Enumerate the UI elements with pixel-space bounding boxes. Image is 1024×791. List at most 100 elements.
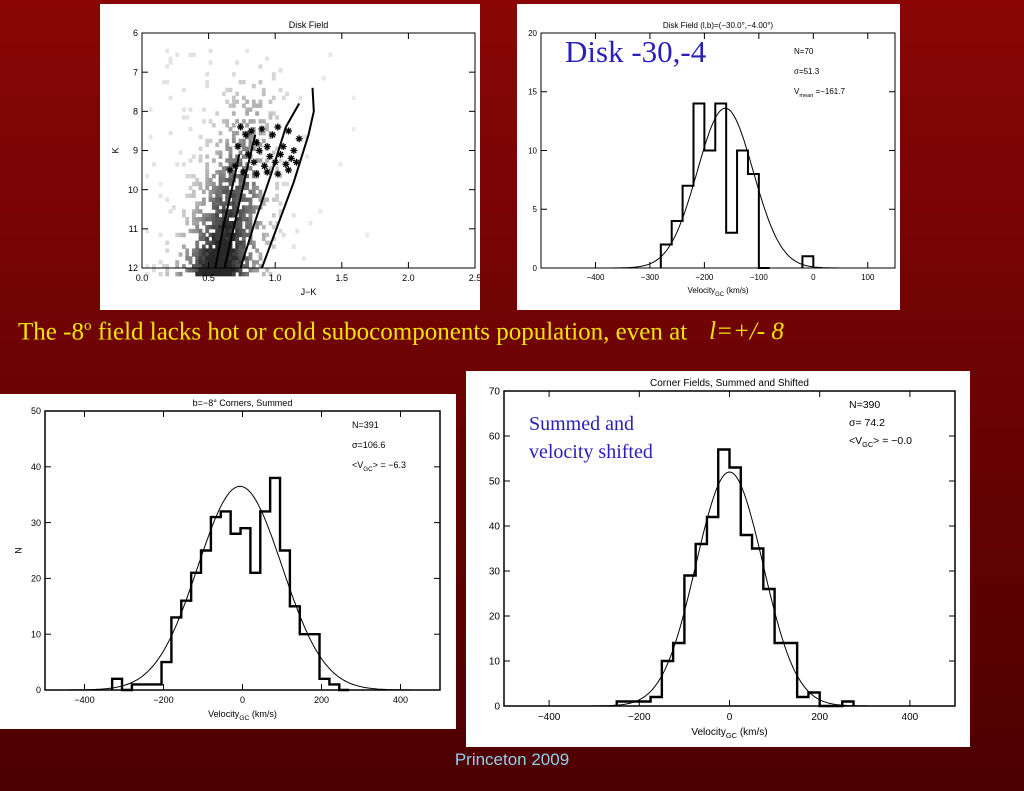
histogram-bin xyxy=(715,104,726,269)
star-point xyxy=(277,150,285,158)
y-tick-label: 7 xyxy=(133,67,138,77)
histogram-steps xyxy=(615,448,855,708)
histogram-bin xyxy=(329,684,339,690)
histogram-bin xyxy=(672,221,683,268)
star-point xyxy=(242,131,250,139)
x-tick-label: −100 xyxy=(750,273,769,282)
y-tick-label: 10 xyxy=(528,146,537,155)
star-point xyxy=(293,158,301,166)
histogram-bin xyxy=(181,601,191,690)
gaussian-fit-line xyxy=(45,485,440,691)
corners-histogram-panel: b=−8° Corners, Summed −400 −200 0 200 400 0 10 2… xyxy=(0,394,456,729)
star-point xyxy=(245,150,253,158)
y-tick-label: 10 xyxy=(128,185,138,195)
star-point xyxy=(231,162,239,170)
star-point xyxy=(263,143,271,151)
histogram-bin xyxy=(221,511,231,690)
cmd-chart: Disk Field 0.0 0.5 1.0 1.5 2.0 2.5 6 7 8 9 10 11 12 J−… xyxy=(111,20,480,297)
histogram-bin xyxy=(231,534,241,690)
y-tick-label: 30 xyxy=(489,567,501,578)
histogram-bin xyxy=(260,511,270,690)
x-axis-label: VelocityGC (km/s) xyxy=(208,709,277,722)
histogram-bin xyxy=(693,104,704,269)
histogram-bin xyxy=(211,517,221,690)
disk-overlay-label: Disk -30,-4 xyxy=(565,34,707,69)
stat-n: N=70 xyxy=(794,47,814,56)
star-point xyxy=(253,139,261,147)
histogram-bin xyxy=(132,684,142,690)
histogram-bin xyxy=(730,468,741,707)
histogram-bin xyxy=(696,544,707,706)
histogram-bin xyxy=(752,549,763,707)
x-tick-label: 400 xyxy=(393,695,408,705)
shifted-overlay-line-1: Summed and xyxy=(529,413,634,435)
histogram-bin xyxy=(726,233,737,268)
histogram-bin xyxy=(707,517,718,706)
corners-histogram-chart: b=−8° Corners, Summed −400 −200 0 200 400 0 10 2… xyxy=(14,398,441,722)
y-tick-label: 0 xyxy=(494,702,500,713)
star-point xyxy=(239,168,247,176)
star-point xyxy=(234,143,242,151)
y-tick-label: 50 xyxy=(31,406,41,416)
x-tick-label: 0.0 xyxy=(136,273,149,283)
x-tick-label: −200 xyxy=(628,712,651,723)
x-tick-label: 400 xyxy=(902,712,919,723)
histogram-bin xyxy=(673,643,684,706)
stat-n: N=391 xyxy=(352,420,379,430)
y-tick-label: 20 xyxy=(31,574,41,584)
stat-mean: <VGC> = −0.0 xyxy=(849,435,912,449)
histogram-bin xyxy=(737,151,748,269)
x-tick-label: 1.5 xyxy=(336,273,349,283)
stat-mean: <VGC> = −6.3 xyxy=(352,460,406,473)
caption-prefix: The -8 xyxy=(18,318,84,346)
star-point xyxy=(295,135,303,143)
histogram-bin xyxy=(704,151,715,269)
x-tick-label: 0 xyxy=(240,695,245,705)
histogram-bin xyxy=(775,643,786,706)
shifted-histogram-panel: Corner Fields, Summed and Shifted −400 −20… xyxy=(466,371,970,747)
histogram-bin xyxy=(786,643,797,706)
histogram-bin xyxy=(250,573,260,690)
histogram-bin xyxy=(152,684,162,690)
disk-histogram-panel: Disk Field (l,b)=(−30.0°,−4.00°) −400 −300… xyxy=(517,4,900,310)
caption-superscript: o xyxy=(83,318,92,334)
y-tick-label: 50 xyxy=(489,477,501,488)
x-tick-label: 2.5 xyxy=(469,273,480,283)
histogram-bin xyxy=(684,576,695,707)
y-tick-label: 0 xyxy=(36,685,41,695)
star-point xyxy=(253,170,261,178)
disk-histogram-chart: Disk Field (l,b)=(−30.0°,−4.00°) −400 −300… xyxy=(528,21,896,298)
footer-text: Princeton 2009 xyxy=(454,750,570,769)
x-tick-label: 0.5 xyxy=(202,273,215,283)
x-tick-label: −400 xyxy=(538,712,561,723)
histogram-bin xyxy=(201,551,211,691)
histogram-bin xyxy=(241,528,251,690)
shifted-overlay-line-2: velocity shifted xyxy=(529,441,653,463)
y-tick-label: 20 xyxy=(489,612,501,623)
y-tick-label: 12 xyxy=(128,263,138,273)
stat-sigma: σ=51.3 xyxy=(794,67,820,76)
x-tick-label: −200 xyxy=(695,273,714,282)
isochrone-line xyxy=(260,87,315,269)
star-point xyxy=(263,168,271,176)
star-point xyxy=(269,131,277,139)
x-axis-label: VelocityGC (km/s) xyxy=(687,286,748,298)
histogram-bin xyxy=(112,679,122,690)
histogram-bin xyxy=(142,684,152,690)
histogram-bin xyxy=(741,535,752,706)
x-tick-label: 2.0 xyxy=(402,273,415,283)
stat-mean: Vmean =−161.7 xyxy=(794,87,845,99)
star-point xyxy=(247,127,255,135)
star-point xyxy=(274,170,282,178)
star-point xyxy=(226,166,234,174)
star-point xyxy=(255,147,263,154)
star-point xyxy=(285,127,293,135)
star-point xyxy=(271,158,279,166)
histogram-bin xyxy=(718,450,729,707)
x-axis-label: VelocityGC (km/s) xyxy=(691,727,767,740)
x-tick-label: 0 xyxy=(811,273,816,282)
shifted-histogram-chart: Corner Fields, Summed and Shifted −400 −20… xyxy=(489,378,956,740)
y-tick-label: 15 xyxy=(528,88,537,97)
star-point xyxy=(250,158,258,166)
x-tick-label: −400 xyxy=(586,273,605,282)
